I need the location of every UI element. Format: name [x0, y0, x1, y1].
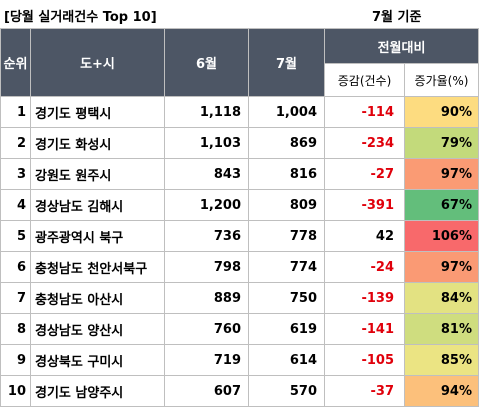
- rank-cell: 8: [0, 313, 31, 345]
- region-cell: 광주광역시 북구: [30, 220, 165, 252]
- june-count-cell: 1,118: [164, 96, 249, 128]
- table-row: 3 강원도 원주시 843 816 -27 97%: [0, 158, 479, 190]
- june-count-cell: 719: [164, 344, 249, 376]
- header-june: 6월: [164, 28, 249, 97]
- change-count-cell: 42: [324, 220, 405, 252]
- june-count-cell: 1,103: [164, 127, 249, 159]
- change-count-cell: -391: [324, 189, 405, 221]
- rank-cell: 10: [0, 375, 31, 407]
- june-count-cell: 798: [164, 251, 249, 283]
- region-cell: 경기도 평택시: [30, 96, 165, 128]
- region-cell: 경상남도 양산시: [30, 313, 165, 345]
- rank-cell: 9: [0, 344, 31, 376]
- change-rate-cell: 97%: [404, 251, 479, 283]
- june-count-cell: 843: [164, 158, 249, 190]
- rank-cell: 3: [0, 158, 31, 190]
- change-rate-cell: 67%: [404, 189, 479, 221]
- table-row: 7 충청남도 아산시 889 750 -139 84%: [0, 282, 479, 314]
- change-count-cell: -114: [324, 96, 405, 128]
- table-row: 10 경기도 남양주시 607 570 -37 94%: [0, 375, 479, 407]
- july-count-cell: 614: [248, 344, 325, 376]
- table-title: [당월 실거래건수 Top 10]: [4, 10, 157, 25]
- table-row: 9 경상북도 구미시 719 614 -105 85%: [0, 344, 479, 376]
- rank-cell: 2: [0, 127, 31, 159]
- july-count-cell: 869: [248, 127, 325, 159]
- region-cell: 경상남도 김해시: [30, 189, 165, 221]
- rank-cell: 1: [0, 96, 31, 128]
- header-july: 7월: [248, 28, 325, 97]
- change-count-cell: -141: [324, 313, 405, 345]
- change-rate-cell: 94%: [404, 375, 479, 407]
- table-row: 1 경기도 평택시 1,118 1,004 -114 90%: [0, 96, 479, 128]
- change-rate-cell: 106%: [404, 220, 479, 252]
- june-count-cell: 1,200: [164, 189, 249, 221]
- region-cell: 충청남도 천안서북구: [30, 251, 165, 283]
- change-rate-cell: 81%: [404, 313, 479, 345]
- basis-month: 7월 기준: [372, 10, 422, 25]
- june-count-cell: 760: [164, 313, 249, 345]
- change-rate-cell: 85%: [404, 344, 479, 376]
- change-rate-cell: 79%: [404, 127, 479, 159]
- header-diff: 증감(건수): [324, 63, 405, 97]
- region-cell: 경상북도 구미시: [30, 344, 165, 376]
- june-count-cell: 736: [164, 220, 249, 252]
- july-count-cell: 809: [248, 189, 325, 221]
- july-count-cell: 570: [248, 375, 325, 407]
- july-count-cell: 778: [248, 220, 325, 252]
- rank-cell: 5: [0, 220, 31, 252]
- july-count-cell: 750: [248, 282, 325, 314]
- change-rate-cell: 97%: [404, 158, 479, 190]
- header-compare: 전월대비: [324, 28, 479, 64]
- change-rate-cell: 90%: [404, 96, 479, 128]
- july-count-cell: 619: [248, 313, 325, 345]
- region-cell: 충청남도 아산시: [30, 282, 165, 314]
- july-count-cell: 1,004: [248, 96, 325, 128]
- change-count-cell: -139: [324, 282, 405, 314]
- change-count-cell: -234: [324, 127, 405, 159]
- table-row: 6 충청남도 천안서북구 798 774 -24 97%: [0, 251, 479, 283]
- region-cell: 경기도 남양주시: [30, 375, 165, 407]
- change-count-cell: -37: [324, 375, 405, 407]
- table-row: 2 경기도 화성시 1,103 869 -234 79%: [0, 127, 479, 159]
- header-rank: 순위: [0, 28, 31, 97]
- region-cell: 경기도 화성시: [30, 127, 165, 159]
- change-count-cell: -24: [324, 251, 405, 283]
- region-cell: 강원도 원주시: [30, 158, 165, 190]
- table-row: 4 경상남도 김해시 1,200 809 -391 67%: [0, 189, 479, 221]
- rank-cell: 4: [0, 189, 31, 221]
- change-rate-cell: 84%: [404, 282, 479, 314]
- june-count-cell: 607: [164, 375, 249, 407]
- table-row: 8 경상남도 양산시 760 619 -141 81%: [0, 313, 479, 345]
- header-region: 도+시: [30, 28, 165, 97]
- table-row: 5 광주광역시 북구 736 778 42 106%: [0, 220, 479, 252]
- transaction-table: 순위 도+시 6월 7월 전월대비 증감(건수) 증가율(%) 1 경기도 평택시…: [0, 28, 479, 407]
- change-count-cell: -105: [324, 344, 405, 376]
- june-count-cell: 889: [164, 282, 249, 314]
- july-count-cell: 774: [248, 251, 325, 283]
- rank-cell: 6: [0, 251, 31, 283]
- header-rate: 증가율(%): [404, 63, 479, 97]
- change-count-cell: -27: [324, 158, 405, 190]
- july-count-cell: 816: [248, 158, 325, 190]
- rank-cell: 7: [0, 282, 31, 314]
